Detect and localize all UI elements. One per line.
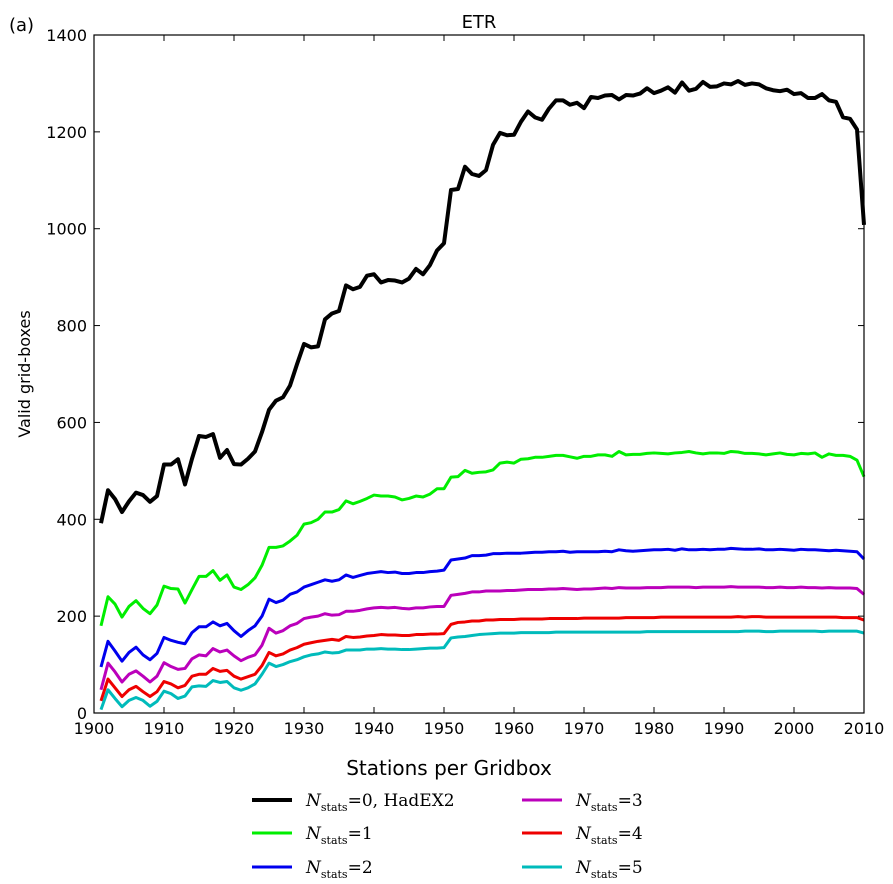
x-tick-label: 1980 [634, 719, 675, 738]
legend-label: Nstats=2 [305, 858, 373, 881]
y-tick-label: 1400 [46, 26, 87, 45]
x-tick-label: 1940 [354, 719, 395, 738]
legend-label: Nstats=5 [575, 858, 643, 881]
x-tick-label: 2000 [774, 719, 815, 738]
x-tick-label: 1910 [144, 719, 185, 738]
y-tick-label: 800 [56, 317, 87, 336]
legend-entry-0: Nstats=0, HadEX2 [252, 791, 455, 814]
ticks-layer: 1900 1910 1920 1930 1940 1950 1960 1970 1980 1990… [46, 26, 884, 738]
legend-entry-1: Nstats=1 [252, 824, 373, 847]
legend: Nstats=0, HadEX2 Nstats=1 Nstats=2 Nstats=3… [252, 791, 643, 881]
chart-title: ETR [462, 12, 497, 33]
x-tick-label: 2010 [844, 719, 885, 738]
x-tick-label: 1930 [284, 719, 325, 738]
y-tick-label: 600 [56, 413, 87, 432]
y-tick-label: 1000 [46, 220, 87, 239]
legend-label: Nstats=4 [575, 824, 643, 847]
legend-entry-3: Nstats=3 [522, 791, 643, 814]
y-tick-label: 0 [77, 704, 87, 723]
y-tick-label: 1200 [46, 123, 87, 142]
y-tick-label: 400 [56, 510, 87, 529]
series-line-2 [99, 546, 866, 668]
legend-entry-5: Nstats=5 [522, 858, 643, 881]
plot-frame [93, 34, 865, 714]
y-axis-label: Valid grid-boxes [15, 310, 34, 437]
series-line-4 [99, 615, 865, 702]
series-line-5 [99, 629, 865, 711]
x-tick-label: 1950 [424, 719, 465, 738]
series-layer [99, 79, 866, 711]
series-line-0 [99, 79, 866, 524]
series-line-1 [99, 449, 866, 627]
series-line-3 [99, 585, 865, 691]
legend-title: Stations per Gridbox [346, 756, 552, 780]
x-tick-label: 1900 [74, 719, 115, 738]
legend-label: Nstats=3 [575, 791, 643, 814]
legend-entry-4: Nstats=4 [522, 824, 643, 847]
x-tick-label: 1920 [214, 719, 255, 738]
x-tick-label: 1970 [564, 719, 605, 738]
panel-label: (a) [9, 15, 34, 36]
x-tick-label: 1990 [704, 719, 745, 738]
x-tick-label: 1960 [494, 719, 535, 738]
y-tick-label: 200 [56, 607, 87, 626]
legend-label: Nstats=1 [305, 824, 373, 847]
legend-entry-2: Nstats=2 [252, 858, 373, 881]
legend-label: Nstats=0, HadEX2 [305, 791, 455, 814]
